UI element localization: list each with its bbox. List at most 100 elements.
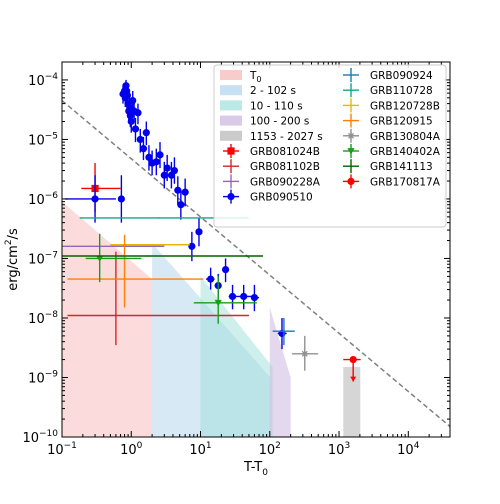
circle-marker: [177, 201, 185, 209]
circle-marker: [145, 153, 153, 161]
legend-entry-grb120915: GRB120915: [343, 113, 433, 128]
legend-label: 2 - 102 s: [250, 85, 296, 97]
legend-entry-grb140402a: GRB140402A: [343, 144, 441, 158]
legend-label: GRB120728B: [370, 100, 440, 112]
triangle-down-marker: [214, 299, 222, 307]
circle-marker: [195, 228, 203, 236]
x-tick-label: 104: [397, 441, 420, 458]
legend-entry-grb090510: GRB090510: [223, 189, 313, 204]
legend-entry-grb141113: GRB141113: [343, 159, 433, 174]
circle-marker: [122, 82, 130, 90]
plus-marker: [115, 314, 117, 317]
legend-entry-grb130804a: GRB130804A: [343, 128, 441, 143]
legend-triangle-down-marker: [347, 148, 355, 155]
time-bands-layer: [62, 201, 361, 437]
data-point-grb090924-0: [272, 317, 295, 346]
data-point-grb090510-12: [127, 111, 135, 133]
legend-entry-grb081024b: GRB081024B: [223, 144, 320, 158]
legend-square-marker: [227, 147, 235, 155]
triangle-down-marker: [96, 255, 104, 263]
data-point-grb090510-35: [221, 258, 230, 283]
y-axis-label: erg/cm2/s: [4, 228, 21, 291]
legend-label: GRB090510: [250, 192, 313, 204]
data-point-grb090510-25: [163, 154, 171, 182]
legend: T02 - 102 s 10 - 110 s 100 - 200 s 1153 - 2…: [213, 64, 447, 228]
circle-marker: [188, 242, 196, 250]
data-point-grb090510-32: [195, 217, 203, 247]
legend-entry-10-110-s: 10 - 110 s: [220, 100, 303, 112]
data-point-grb090510-15: [131, 117, 140, 143]
circle-marker: [221, 265, 230, 274]
data-point-grb090510-36: [228, 284, 237, 310]
y-tick-label: 10−6: [28, 191, 58, 208]
legend-swatch: [220, 85, 242, 96]
legend-entry-grb170817a: GRB170817A: [343, 174, 441, 189]
plus-marker: [283, 330, 285, 332]
legend-entry-grb110728: GRB110728: [343, 83, 433, 98]
series-grb140402a: [85, 233, 257, 324]
legend-circle-marker: [227, 193, 235, 201]
data-point-grb090510-38: [250, 284, 260, 312]
data-point-grb170817a-0: [343, 355, 361, 382]
series-grb090924: [272, 317, 295, 346]
data-point-grb090510-1: [117, 175, 125, 223]
data-point-grb140402a-0: [85, 233, 142, 283]
legend-label: GRB081024B: [250, 146, 320, 158]
data-point-grb090510-0: [64, 175, 116, 223]
circle-marker: [139, 145, 148, 153]
y-tick-label: 10−10: [22, 429, 58, 446]
series-grb141113: [62, 255, 264, 257]
data-points-layer: [62, 79, 361, 382]
y-tick-label: 10−7: [28, 250, 58, 267]
plus-marker: [88, 245, 91, 248]
legend-label: GRB130804A: [370, 131, 441, 143]
data-point-grb090510-18: [139, 136, 148, 161]
legend-label: 1153 - 2027 s: [250, 131, 323, 143]
legend-label: GRB081102B: [250, 161, 320, 173]
legend-label: GRB170817A: [370, 176, 441, 188]
y-tick-label: 10−9: [28, 369, 58, 386]
reference-dashed-line: [62, 99, 450, 428]
x-tick-label: 10−1: [47, 441, 77, 458]
data-point-grb090510-33: [206, 267, 215, 290]
circle-marker: [163, 164, 171, 172]
legend-entry-100-200-s: 100 - 200 s: [220, 115, 309, 128]
data-point-grb120915-0: [67, 234, 204, 308]
circle-marker: [349, 355, 357, 364]
data-point-grb141113-0: [62, 255, 264, 257]
plus-marker: [158, 217, 160, 219]
y-tick-label: 10−4: [28, 72, 58, 89]
data-point-grb090510-23: [156, 142, 164, 169]
legend-label: 100 - 200 s: [250, 116, 309, 128]
legend-entry-grb090228a: GRB090228A: [223, 174, 321, 189]
axis-tick-labels-layer: 10−1 100 101 102 103 104 10−10 10−9 10−8 10−7 10−6…: [22, 72, 419, 458]
y-tick-label: 10−5: [28, 131, 58, 148]
legend-entry-grb081102b: GRB081102B: [223, 159, 320, 174]
legend-label: T0: [249, 70, 262, 84]
data-point-grb090510-37: [236, 284, 252, 310]
data-point-grb090510-31: [188, 231, 196, 262]
data-point-grb090510-16: [134, 103, 142, 125]
data-point-grb090510-30: [181, 178, 189, 207]
series-grb090510: [64, 79, 287, 350]
data-point-grb130804a-0: [292, 335, 319, 371]
data-point-grb090228a-0: [62, 245, 165, 248]
legend-star-marker: [347, 132, 355, 140]
legend-label: GRB110728: [370, 85, 433, 97]
series-grb130804a: [292, 335, 319, 371]
x-tick-label: 102: [259, 441, 281, 458]
plus-marker: [130, 244, 132, 246]
star-marker: [301, 350, 309, 358]
data-point-grb090510-27: [170, 157, 179, 184]
legend-entry-2-102-s: 2 - 102 s: [220, 85, 296, 97]
legend-label: 10 - 110 s: [250, 100, 303, 112]
legend-circle-marker: [347, 177, 355, 185]
circle-marker: [142, 129, 150, 137]
series-grb120915: [67, 234, 204, 308]
data-point-grb081024b-0: [81, 163, 121, 213]
series-grb120728b: [110, 244, 190, 246]
circle-marker: [136, 135, 144, 144]
data-point-grb090510-28: [174, 176, 182, 205]
x-tick-label: 103: [328, 441, 350, 458]
